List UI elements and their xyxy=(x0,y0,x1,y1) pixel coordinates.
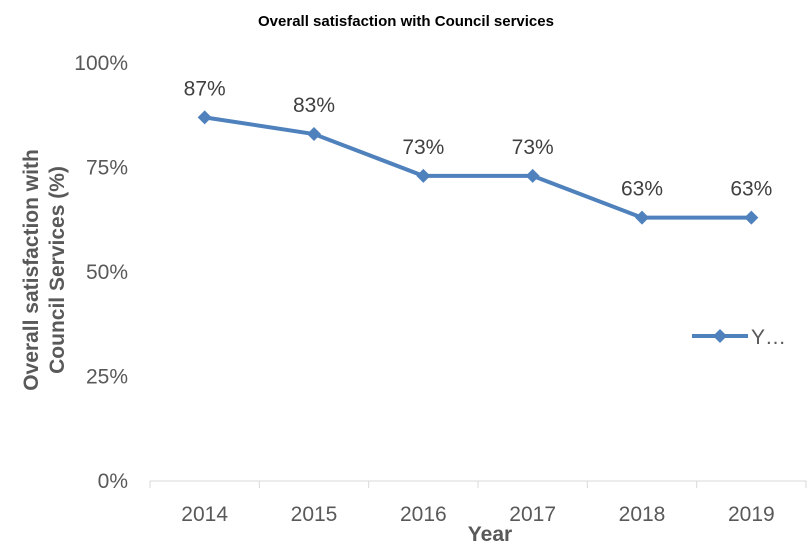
y-axis-ticks: 0% 25% 50% 75% 100% xyxy=(74,52,128,493)
data-point-marker xyxy=(635,210,649,225)
y-axis-title-line2: Council Services (%) xyxy=(46,166,69,374)
x-tick-label: 2018 xyxy=(619,503,666,526)
data-point-marker xyxy=(197,110,212,125)
y-tick-label: 100% xyxy=(74,52,128,75)
x-tick-label: 2019 xyxy=(728,503,775,526)
chart-title: Overall satisfaction with Council servic… xyxy=(258,13,554,30)
data-label: 73% xyxy=(512,136,554,159)
data-label: 63% xyxy=(621,178,663,201)
data-label: 83% xyxy=(293,94,335,117)
legend-label: Y… xyxy=(751,326,786,349)
data-point-marker xyxy=(525,168,540,183)
y-axis-title: Overall satisfaction with Council Servic… xyxy=(20,149,69,391)
y-tick-label: 0% xyxy=(98,470,128,493)
x-tick-label: 2017 xyxy=(509,503,556,526)
y-tick-label: 50% xyxy=(86,261,128,284)
data-point-marker xyxy=(744,210,759,225)
x-axis: 2014 2015 2016 2017 2018 2019 xyxy=(149,480,807,526)
data-point-marker xyxy=(416,168,431,183)
x-tick-label: 2015 xyxy=(291,503,338,526)
x-tick-label: 2016 xyxy=(400,503,447,526)
legend-marker xyxy=(713,329,727,343)
series-layer: 87% 83% 73% 73% 63% 63% xyxy=(184,77,772,225)
y-tick-label: 75% xyxy=(86,157,128,180)
y-tick-label: 25% xyxy=(86,366,128,389)
x-tick-label: 2014 xyxy=(181,503,228,526)
x-axis-title: Year xyxy=(468,523,512,546)
data-label: 87% xyxy=(184,77,226,100)
data-label: 73% xyxy=(402,136,444,159)
series-line xyxy=(204,115,752,220)
data-label: 63% xyxy=(730,178,772,201)
data-point-marker xyxy=(307,127,321,142)
y-axis-title-line1: Overall satisfaction with xyxy=(20,149,43,391)
legend: Y… xyxy=(692,326,786,349)
